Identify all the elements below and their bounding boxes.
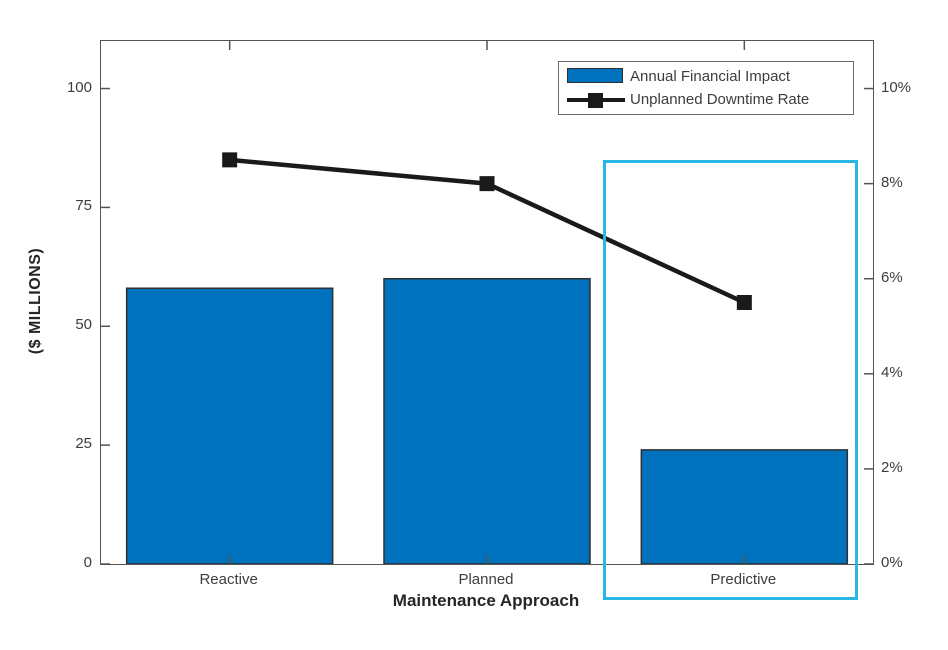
- legend-item-line: Unplanned Downtime Rate: [559, 89, 853, 111]
- x-axis-category-label: Planned: [458, 571, 514, 588]
- left-axis-tick-label: 100: [66, 78, 92, 96]
- line-marker-planned: [479, 176, 495, 192]
- x-axis-category-label: Predictive: [710, 571, 777, 588]
- legend: Annual Financial Impact Unplanned Downti…: [558, 61, 854, 115]
- line-marker-reactive: [222, 152, 238, 168]
- legend-label-line: Unplanned Downtime Rate: [630, 91, 810, 109]
- x-axis-category-label: Reactive: [199, 571, 258, 588]
- right-axis-tick-label: 0%: [881, 554, 903, 571]
- bar-planned: [383, 277, 591, 564]
- plot-area: [100, 40, 874, 565]
- left-axis-tick-label: 75: [75, 197, 92, 215]
- line-marker-predictive: [736, 295, 752, 310]
- bar-swatch-icon: [567, 67, 625, 85]
- plot-canvas: [101, 41, 873, 564]
- right-axis-tick-label: 6%: [881, 268, 903, 286]
- left-axis-tick-label: 0: [83, 554, 92, 571]
- bar-reactive: [125, 287, 334, 564]
- left-axis-tick-label: 50: [75, 316, 92, 334]
- bar-predictive: [640, 449, 849, 564]
- right-axis-tick-label: 2%: [881, 458, 903, 476]
- legend-label-bar: Annual Financial Impact: [630, 67, 791, 85]
- line-marker-swatch-icon: [567, 91, 625, 109]
- right-axis-tick-label: 8%: [881, 173, 903, 191]
- left-axis-tick-label: 25: [75, 435, 92, 453]
- legend-item-bar: Annual Financial Impact: [559, 65, 853, 87]
- left-axis-title: ($ MILLIONS): [27, 247, 44, 355]
- right-axis-tick-label: 10%: [881, 78, 912, 96]
- highlight-box: [602, 160, 858, 600]
- right-axis-tick-label: 4%: [881, 363, 903, 381]
- x-axis-title: Maintenance Approach: [392, 591, 580, 610]
